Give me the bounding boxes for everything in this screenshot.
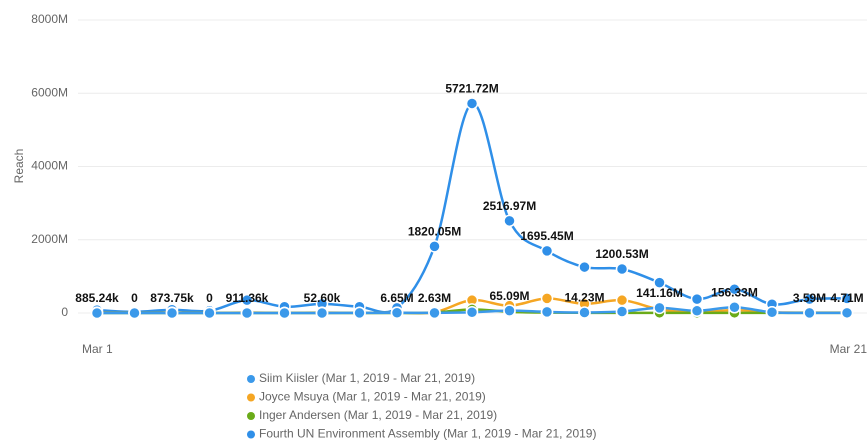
legend-label: Siim Kiisler (Mar 1, 2019 - Mar 21, 2019… (259, 371, 475, 385)
y-tick-label: 0 (61, 305, 68, 319)
data-point (90, 306, 104, 320)
data-label: 4.71M (830, 291, 863, 305)
legend-label: Joyce Msuya (Mar 1, 2019 - Mar 21, 2019) (259, 390, 486, 404)
data-label: 14.23M (564, 291, 604, 305)
data-point (353, 306, 366, 320)
legend-marker (247, 430, 255, 439)
data-point (503, 304, 516, 317)
y-axis-label: Reach (12, 149, 26, 184)
data-point (128, 306, 141, 320)
data-point (728, 282, 741, 296)
data-point (578, 260, 591, 274)
data-label: 911.36k (226, 291, 269, 305)
data-point (540, 292, 554, 305)
data-point (465, 97, 479, 110)
data-point (540, 305, 554, 319)
x-tick-label: Mar 21 (830, 342, 867, 356)
y-tick-label: 8000M (31, 12, 68, 26)
data-label: 65.09M (489, 289, 529, 303)
data-label: 2.63M (418, 291, 451, 305)
legend-label: Fourth UN Environment Assembly (Mar 1, 2… (259, 427, 596, 441)
x-tick-label: Mar 1 (82, 342, 113, 356)
y-tick-label: 6000M (31, 85, 68, 99)
data-point (503, 214, 516, 228)
data-point (165, 306, 179, 320)
data-point (240, 293, 254, 307)
series-line (96, 102, 848, 314)
data-point (765, 306, 779, 319)
data-point (653, 301, 666, 315)
y-tick-label: 2000M (31, 232, 68, 246)
legend-marker (247, 393, 255, 402)
data-label: 0 (131, 291, 138, 305)
data-label: 52.60k (304, 291, 341, 305)
data-point (653, 276, 666, 289)
data-label: 885.24k (75, 291, 119, 305)
legend-marker (247, 375, 255, 383)
data-label: 2516.97M (483, 199, 536, 213)
data-point (315, 306, 329, 320)
data-point (803, 292, 816, 306)
data-point (203, 306, 216, 320)
data-point (578, 306, 591, 319)
data-point (615, 293, 629, 307)
data-point (615, 305, 629, 318)
y-tick-label: 4000M (31, 159, 68, 173)
data-label: 3.59M (793, 291, 826, 305)
data-label: 141.16M (636, 286, 683, 300)
data-point (690, 292, 704, 306)
data-point (840, 306, 854, 320)
data-point (615, 262, 629, 276)
data-point (428, 240, 441, 253)
data-label: 1695.45M (520, 229, 573, 243)
data-point (540, 244, 554, 258)
data-point (278, 306, 291, 320)
data-label: 0 (206, 291, 213, 305)
data-point (728, 301, 741, 314)
data-point (840, 292, 854, 305)
data-point (690, 304, 704, 318)
data-point (240, 306, 254, 320)
data-point (803, 306, 816, 320)
data-label: 156.33M (711, 285, 758, 299)
data-label: 1200.53M (595, 247, 648, 261)
legend-label: Inger Andersen (Mar 1, 2019 - Mar 21, 20… (259, 408, 497, 422)
data-label: 873.75k (150, 291, 194, 305)
data-point (390, 306, 404, 320)
data-label: 6.65M (380, 291, 413, 305)
data-point (465, 306, 479, 319)
data-label: 1820.05M (408, 225, 461, 239)
legend-marker (247, 412, 255, 420)
data-label: 5721.72M (445, 82, 498, 96)
data-point (428, 306, 441, 320)
